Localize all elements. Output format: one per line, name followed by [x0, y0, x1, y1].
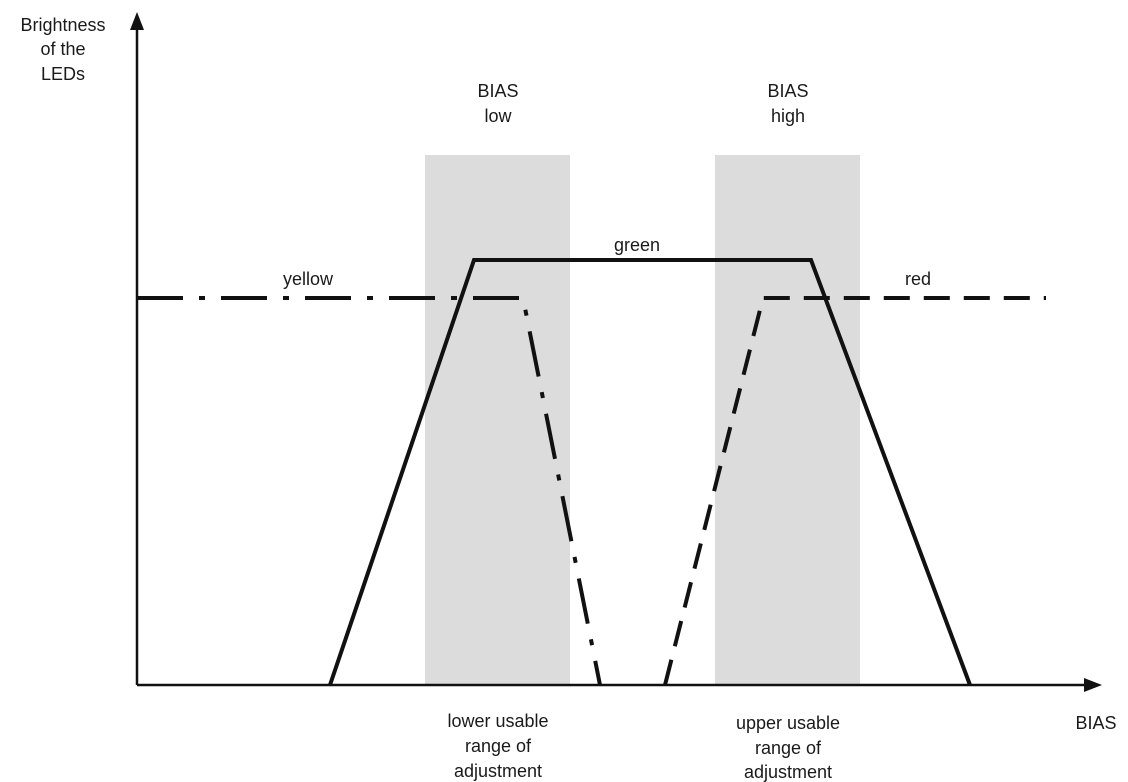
band-high-caption-line-3: adjustment: [744, 762, 832, 782]
curve-yellow: [137, 296, 602, 686]
band-low-caption-line-3: adjustment: [454, 761, 542, 781]
y-axis-label-line-2: of the: [40, 39, 85, 59]
curve-red: [663, 296, 1046, 686]
curve-label-red: red: [905, 269, 931, 289]
band-low-title-line-2: low: [484, 106, 512, 126]
band-high-title-line-1: BIAS: [767, 81, 808, 101]
band-low-caption-line-1: lower usable: [447, 711, 548, 731]
band-bias-high: [715, 155, 860, 685]
y-axis-label-line-1: Brightness: [20, 15, 105, 35]
curve-label-yellow: yellow: [283, 269, 334, 289]
curve-green: [328, 258, 972, 686]
band-high-caption-line-1: upper usable: [736, 713, 840, 733]
curve-label-green: green: [614, 235, 660, 255]
band-high-caption-line-2: range of: [755, 738, 822, 758]
y-axis-arrow-icon: [130, 12, 144, 30]
band-low-title-line-1: BIAS: [477, 81, 518, 101]
x-axis-label: BIAS: [1075, 713, 1116, 733]
band-low-caption-line-2: range of: [465, 736, 532, 756]
x-axis-arrow-icon: [1084, 678, 1102, 692]
band-high-title-line-2: high: [771, 106, 805, 126]
y-axis-label-line-3: LEDs: [41, 64, 85, 84]
